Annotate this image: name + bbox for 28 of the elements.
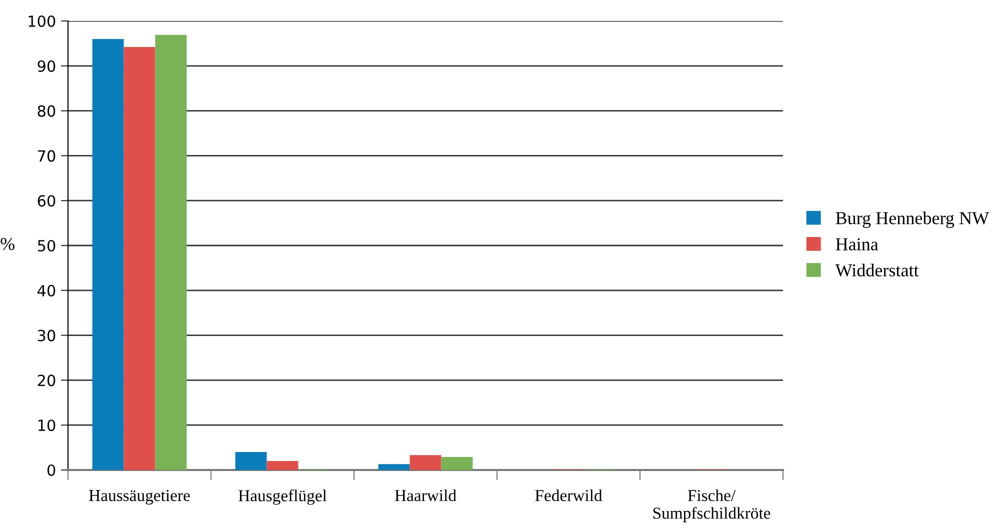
bar xyxy=(441,456,473,470)
x-tick-label: Hausgeflügel xyxy=(238,489,327,505)
y-tick-label: 10 xyxy=(38,420,56,432)
bar xyxy=(92,38,124,470)
y-tick-label: 40 xyxy=(38,284,56,296)
y-tick-label: 50 xyxy=(38,240,56,252)
bar xyxy=(410,455,442,470)
y-tick-label: 0 xyxy=(47,464,56,476)
y-tick-label: 90 xyxy=(38,60,56,72)
legend-label: Burg Henneberg NW xyxy=(836,212,990,228)
y-tick-label: 100 xyxy=(28,15,56,28)
bar xyxy=(235,452,267,470)
y-tick-label: 60 xyxy=(38,195,56,207)
bar xyxy=(124,47,156,470)
legend-label: Widderstatt xyxy=(835,264,919,277)
x-tick-label: Haarwild xyxy=(394,489,456,502)
bar xyxy=(155,34,187,470)
y-tick-label: 20 xyxy=(38,374,56,386)
y-tick-label: 80 xyxy=(38,105,56,117)
x-tick-label: Fische/ Sumpfschildkröte xyxy=(653,489,770,522)
bar xyxy=(378,464,410,470)
y-tick-label: 70 xyxy=(38,150,56,162)
x-tick-label: Federwild xyxy=(535,489,602,502)
bar xyxy=(266,461,298,470)
y-tick-label: 30 xyxy=(38,330,56,342)
y-axis-title: % xyxy=(0,238,14,250)
x-tick-label: Haussäugetiere xyxy=(89,490,190,505)
legend-label: Haina xyxy=(836,238,878,250)
